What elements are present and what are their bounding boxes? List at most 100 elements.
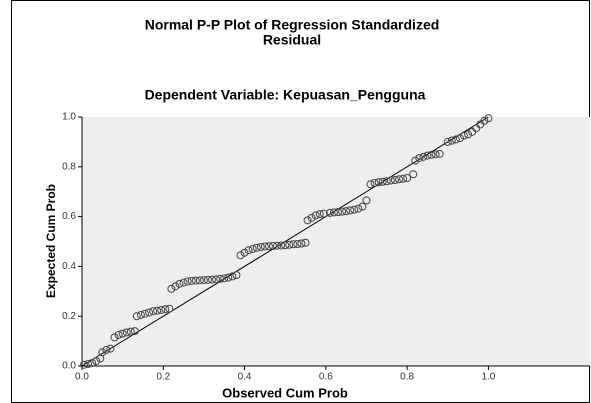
point	[293, 239, 302, 248]
point	[114, 330, 123, 339]
point	[443, 137, 452, 146]
point	[338, 207, 347, 216]
point	[130, 327, 139, 336]
point	[264, 242, 273, 251]
point	[484, 114, 493, 123]
point	[149, 307, 158, 316]
point	[319, 209, 328, 218]
point	[256, 242, 265, 251]
point	[346, 206, 355, 215]
point	[269, 241, 278, 250]
point	[460, 131, 469, 140]
point	[175, 279, 184, 288]
point	[260, 242, 269, 251]
point	[411, 156, 420, 165]
point	[244, 246, 253, 255]
point	[378, 177, 387, 186]
point	[165, 304, 174, 313]
point	[132, 312, 141, 321]
point	[232, 271, 241, 280]
point	[110, 333, 119, 342]
point	[342, 207, 351, 216]
x-tick-label: 0.0	[75, 372, 89, 383]
point	[171, 282, 180, 291]
point	[315, 210, 324, 219]
point	[423, 151, 432, 160]
point	[390, 175, 399, 184]
chart-title: Normal P-P Plot of Regression Standardiz…	[145, 17, 440, 33]
point	[145, 308, 154, 317]
point	[374, 178, 383, 187]
x-tick-label: 0.4	[238, 372, 252, 383]
point	[140, 309, 149, 318]
point	[167, 284, 176, 293]
x-tick-label: 0.6	[319, 372, 333, 383]
point	[403, 174, 412, 183]
plot-area	[82, 117, 590, 366]
point	[277, 241, 286, 250]
point	[102, 345, 111, 354]
point	[240, 248, 249, 257]
point	[80, 360, 89, 369]
y-tick-label: 0.0	[62, 361, 76, 372]
point	[366, 180, 375, 189]
point	[153, 306, 162, 315]
point	[248, 244, 257, 253]
y-tick-label: 0.2	[62, 311, 76, 322]
point	[382, 177, 391, 186]
point	[212, 275, 221, 284]
point	[92, 357, 101, 366]
point	[419, 152, 428, 161]
point	[224, 273, 233, 282]
point	[203, 275, 212, 284]
point	[464, 130, 473, 139]
point	[354, 204, 363, 213]
point	[289, 240, 298, 249]
point	[236, 251, 245, 260]
point	[329, 208, 338, 217]
chart-subtitle: Dependent Variable: Kepuasan_Pengguna	[145, 87, 426, 103]
point	[273, 241, 282, 250]
point	[122, 328, 131, 337]
point	[195, 276, 204, 285]
x-tick-label: 1.0	[481, 372, 495, 383]
point	[431, 150, 440, 159]
point	[161, 305, 170, 314]
point	[362, 196, 371, 205]
point	[88, 359, 97, 368]
point	[303, 216, 312, 225]
y-tick-label: 0.8	[62, 161, 76, 172]
point	[199, 276, 208, 285]
point	[216, 274, 225, 283]
point	[447, 136, 456, 145]
x-tick-label: 0.2	[156, 372, 170, 383]
point	[297, 239, 306, 248]
y-tick-label: 0.6	[62, 211, 76, 222]
point	[427, 150, 436, 159]
point	[370, 178, 379, 187]
y-tick-label: 1.0	[62, 112, 76, 123]
point	[451, 135, 460, 144]
point	[187, 276, 196, 285]
point	[106, 344, 115, 353]
point	[157, 305, 166, 314]
point	[325, 208, 334, 217]
y-tick-label: 0.4	[62, 261, 76, 272]
point	[435, 149, 444, 158]
point	[118, 329, 127, 338]
point	[480, 116, 489, 125]
point	[394, 175, 403, 184]
point	[334, 208, 343, 217]
point	[183, 277, 192, 286]
point	[350, 205, 359, 214]
point	[311, 211, 320, 220]
point	[98, 348, 107, 357]
point	[208, 275, 217, 284]
point	[409, 170, 418, 179]
point	[301, 238, 310, 247]
chart-title: Residual	[263, 32, 321, 48]
point	[386, 176, 395, 185]
point	[179, 278, 188, 287]
point	[455, 134, 464, 143]
